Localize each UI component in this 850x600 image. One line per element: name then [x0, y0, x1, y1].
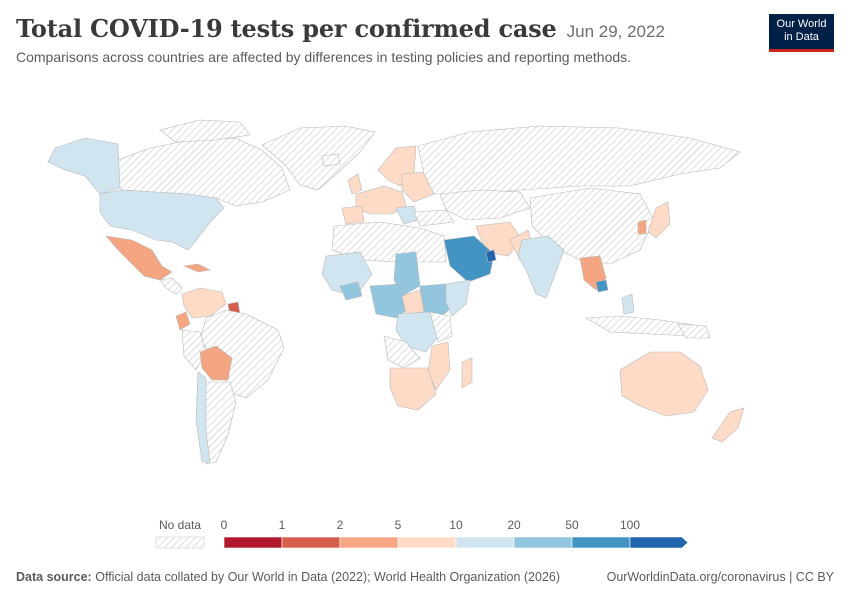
country-central-asia[interactable]: [439, 189, 531, 221]
map-legend: No data 0 1 2 5 10 20 50 100: [155, 518, 689, 549]
country-papua-new-guinea[interactable]: [677, 323, 711, 339]
country-sudan[interactable]: [401, 289, 425, 315]
legend-no-data-label: No data: [159, 518, 201, 532]
legend-bin-0[interactable]: [223, 536, 283, 549]
country-japan[interactable]: [647, 201, 671, 239]
legend-tick-1: 1: [279, 518, 286, 532]
country-iceland[interactable]: [321, 153, 341, 167]
source-label: Data source:: [16, 570, 92, 584]
legend-tick-5: 20: [507, 518, 521, 532]
legend-bin-2[interactable]: [339, 536, 399, 549]
legend-color-bins: [223, 536, 689, 549]
country-philippines[interactable]: [621, 293, 635, 315]
legend-bin-1[interactable]: [281, 536, 341, 549]
logo-line-2: in Data: [784, 31, 819, 43]
country-balkans[interactable]: [395, 205, 419, 225]
country-ecuador[interactable]: [175, 311, 191, 331]
country-somalia[interactable]: [445, 279, 471, 317]
country-uae[interactable]: [485, 249, 497, 263]
country-venezuela-colombia[interactable]: [181, 287, 227, 319]
country-australia[interactable]: [619, 351, 709, 417]
legend-tick-4: 10: [449, 518, 463, 532]
country-alaska[interactable]: [47, 137, 121, 195]
title-row: Total COVID-19 tests per confirmed case …: [16, 14, 756, 43]
country-chile[interactable]: [195, 371, 211, 463]
country-india[interactable]: [517, 235, 565, 299]
country-arctic-islands[interactable]: [159, 119, 251, 143]
country-east-africa[interactable]: [429, 311, 453, 343]
chart-footer: Data source: Official data collated by O…: [16, 570, 834, 584]
owid-logo[interactable]: Our World in Data: [769, 14, 834, 52]
world-map[interactable]: [0, 90, 850, 505]
logo-line-1: Our World: [776, 18, 827, 30]
country-angola[interactable]: [383, 335, 421, 369]
country-southern-africa[interactable]: [389, 367, 437, 411]
legend-tick-6: 50: [565, 518, 579, 532]
country-usa[interactable]: [99, 189, 225, 251]
legend-tick-7: 100: [620, 518, 640, 532]
country-russia[interactable]: [417, 125, 741, 195]
country-eastern-europe[interactable]: [401, 171, 435, 203]
country-china[interactable]: [529, 187, 655, 265]
chart-title: Total COVID-19 tests per confirmed case: [16, 14, 557, 43]
legend-no-data-swatch[interactable]: [155, 536, 205, 549]
legend-bin-4[interactable]: [455, 536, 515, 549]
legend-bin-3[interactable]: [397, 536, 457, 549]
chart-subtitle: Comparisons across countries are affecte…: [16, 49, 632, 65]
country-saudi-arabia[interactable]: [443, 235, 495, 283]
country-cuba[interactable]: [182, 263, 211, 273]
country-bolivia[interactable]: [199, 345, 233, 381]
legend-tick-0: 0: [221, 518, 228, 532]
chart-date[interactable]: Jun 29, 2022: [566, 22, 665, 41]
country-west-africa-coast[interactable]: [339, 281, 363, 301]
country-central-america[interactable]: [159, 277, 183, 295]
country-mozambique[interactable]: [427, 341, 451, 391]
source-text: Official data collated by Our World in D…: [95, 570, 561, 584]
country-turkey[interactable]: [413, 209, 455, 227]
legend-bin-5[interactable]: [513, 536, 573, 549]
legend-tick-labels: 0 1 2 5 10 20 50 100: [221, 518, 641, 532]
country-north-africa[interactable]: [331, 221, 447, 263]
country-new-zealand[interactable]: [711, 407, 745, 443]
legend-tick-3: 5: [395, 518, 402, 532]
chart-header: Total COVID-19 tests per confirmed case …: [16, 14, 756, 65]
country-central-africa[interactable]: [369, 283, 413, 319]
country-korea[interactable]: [637, 219, 647, 235]
legend-bin-6[interactable]: [571, 536, 631, 549]
country-cambodia[interactable]: [595, 279, 609, 293]
country-iberia[interactable]: [341, 205, 365, 225]
legend-bin-7[interactable]: [629, 536, 689, 549]
country-mexico[interactable]: [105, 235, 173, 281]
legend-tick-2: 2: [337, 518, 344, 532]
country-uk[interactable]: [347, 173, 363, 195]
country-madagascar[interactable]: [461, 357, 473, 389]
source-url[interactable]: OurWorldinData.org/coronavirus | CC BY: [606, 570, 834, 584]
country-greenland[interactable]: [261, 125, 376, 191]
